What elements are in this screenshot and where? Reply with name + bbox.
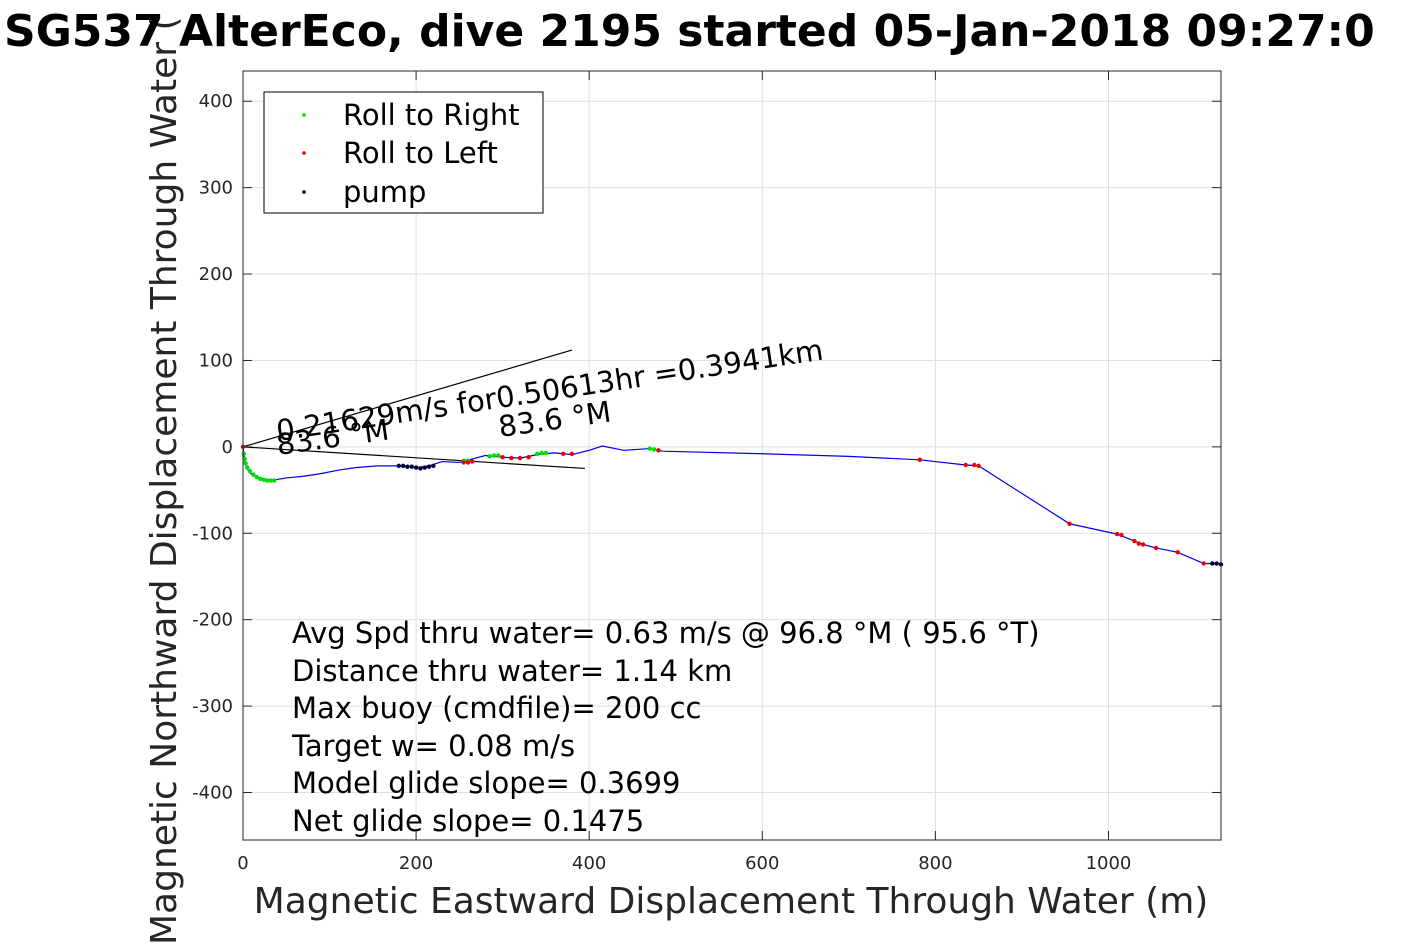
legend-box [263, 91, 544, 214]
legend-marker-pump [302, 190, 306, 194]
roll-right-marker [261, 477, 266, 482]
roll-right-marker [251, 472, 256, 477]
y-tick-label: 100 [199, 350, 233, 371]
heading-lines [242, 349, 585, 470]
y-tick-label: -400 [192, 782, 233, 803]
roll-left-marker [963, 462, 968, 468]
data-markers [240, 444, 1224, 567]
roll-right-marker [268, 478, 273, 483]
heading-line [242, 446, 585, 470]
legend-marker-roll-right [302, 113, 306, 117]
roll-right-marker [543, 450, 549, 456]
roll-left-marker [1201, 561, 1206, 566]
legend-label-roll-right: Roll to Right [343, 98, 520, 132]
roll-right-marker [487, 454, 492, 459]
axis-ticks: 0 200 400 600 800 1000 -400 -300 -200 -100 0 100 200… [192, 71, 1221, 874]
roll-left-marker [656, 448, 661, 453]
x-tick-label: 200 [399, 853, 433, 874]
roll-left-marker [517, 455, 523, 461]
heading-line [242, 349, 573, 448]
legend-label-pump: pump [343, 175, 426, 209]
y-tick-label: -100 [192, 523, 233, 544]
pump-marker [431, 463, 436, 469]
legend-label-roll-left: Roll to Left [343, 136, 498, 170]
roll-right-marker [243, 461, 248, 466]
roll-left-marker [1153, 545, 1159, 551]
x-tick-label: 800 [918, 853, 952, 874]
roll-right-marker [539, 450, 544, 456]
roll-right-marker [265, 478, 270, 483]
roll-left-marker [976, 463, 981, 469]
roll-right-marker [247, 468, 253, 474]
stats-avg-speed: Avg Spd thru water= 0.63 m/s @ 96.8 °M (… [292, 616, 1040, 650]
y-tick-label: 300 [199, 178, 233, 199]
y-tick-label: 200 [199, 264, 233, 285]
stats-block: Avg Spd thru water= 0.63 m/s @ 96.8 °M (… [291, 616, 1040, 838]
x-tick-label: 600 [745, 853, 779, 874]
roll-right-marker [496, 453, 501, 458]
roll-left-marker [561, 451, 566, 456]
roll-left-marker [1114, 531, 1120, 537]
y-tick-label: -300 [192, 696, 233, 717]
roll-right-marker [647, 446, 652, 451]
roll-right-marker [245, 465, 250, 470]
roll-left-marker [1136, 541, 1141, 546]
roll-left-marker [1175, 550, 1180, 555]
pump-marker [409, 464, 414, 469]
y-tick-label: -200 [192, 610, 233, 631]
pump-marker [413, 465, 419, 470]
roll-left-marker [1132, 538, 1137, 544]
x-axis-title: Magnetic Eastward Displacement Through W… [254, 881, 1209, 922]
roll-right-marker [535, 451, 540, 456]
roll-left-marker [1140, 542, 1146, 547]
roll-left-marker [465, 460, 471, 465]
pump-marker [400, 463, 406, 469]
pump-marker [426, 464, 432, 469]
roll-right-marker [241, 451, 247, 456]
y-tick-label: 0 [222, 437, 233, 458]
stats-target-w: Target w= 0.08 m/s [291, 729, 575, 763]
stats-net-glide-slope: Net glide slope= 0.1475 [292, 804, 644, 838]
y-axis-title: Magnetic Northward Displacement Through … [144, 16, 185, 945]
pump-marker [405, 464, 410, 469]
roll-left-marker [917, 457, 923, 463]
pump-marker [1214, 561, 1219, 566]
y-tick-label: 400 [199, 91, 233, 112]
roll-right-marker [258, 476, 263, 482]
roll-left-marker [461, 460, 466, 465]
roll-left-marker [509, 455, 514, 461]
legend: Roll to Right Roll to Left pump [263, 91, 544, 214]
roll-left-marker [526, 455, 531, 460]
plot-area-frame [242, 70, 1222, 841]
grid [242, 71, 1221, 840]
chart-title: SG537 AlterEco, dive 2195 started 05-Jan… [4, 6, 1375, 57]
roll-right-marker [651, 447, 657, 452]
roll-left-marker [1119, 532, 1124, 538]
legend-marker-roll-left [302, 151, 306, 155]
x-tick-label: 400 [572, 853, 606, 874]
roll-left-marker [1067, 521, 1072, 526]
pump-marker [396, 463, 401, 469]
roll-left-marker [972, 462, 977, 468]
roll-left-marker [569, 451, 575, 456]
pump-marker [418, 466, 423, 471]
roll-left-marker [470, 459, 475, 464]
roll-right-marker [242, 456, 247, 462]
roll-left-marker [500, 455, 505, 460]
x-tick-label: 1000 [1086, 853, 1132, 874]
pump-marker [1210, 561, 1215, 566]
pump-marker [422, 465, 427, 470]
stats-model-glide-slope: Model glide slope= 0.3699 [292, 766, 680, 800]
roll-right-marker [254, 474, 260, 480]
roll-right-marker [491, 453, 497, 458]
roll-right-marker [271, 478, 277, 483]
x-tick-label: 0 [237, 853, 248, 874]
stats-max-buoy: Max buoy (cmdfile)= 200 cc [292, 691, 701, 725]
stats-distance: Distance thru water= 1.14 km [292, 654, 732, 688]
